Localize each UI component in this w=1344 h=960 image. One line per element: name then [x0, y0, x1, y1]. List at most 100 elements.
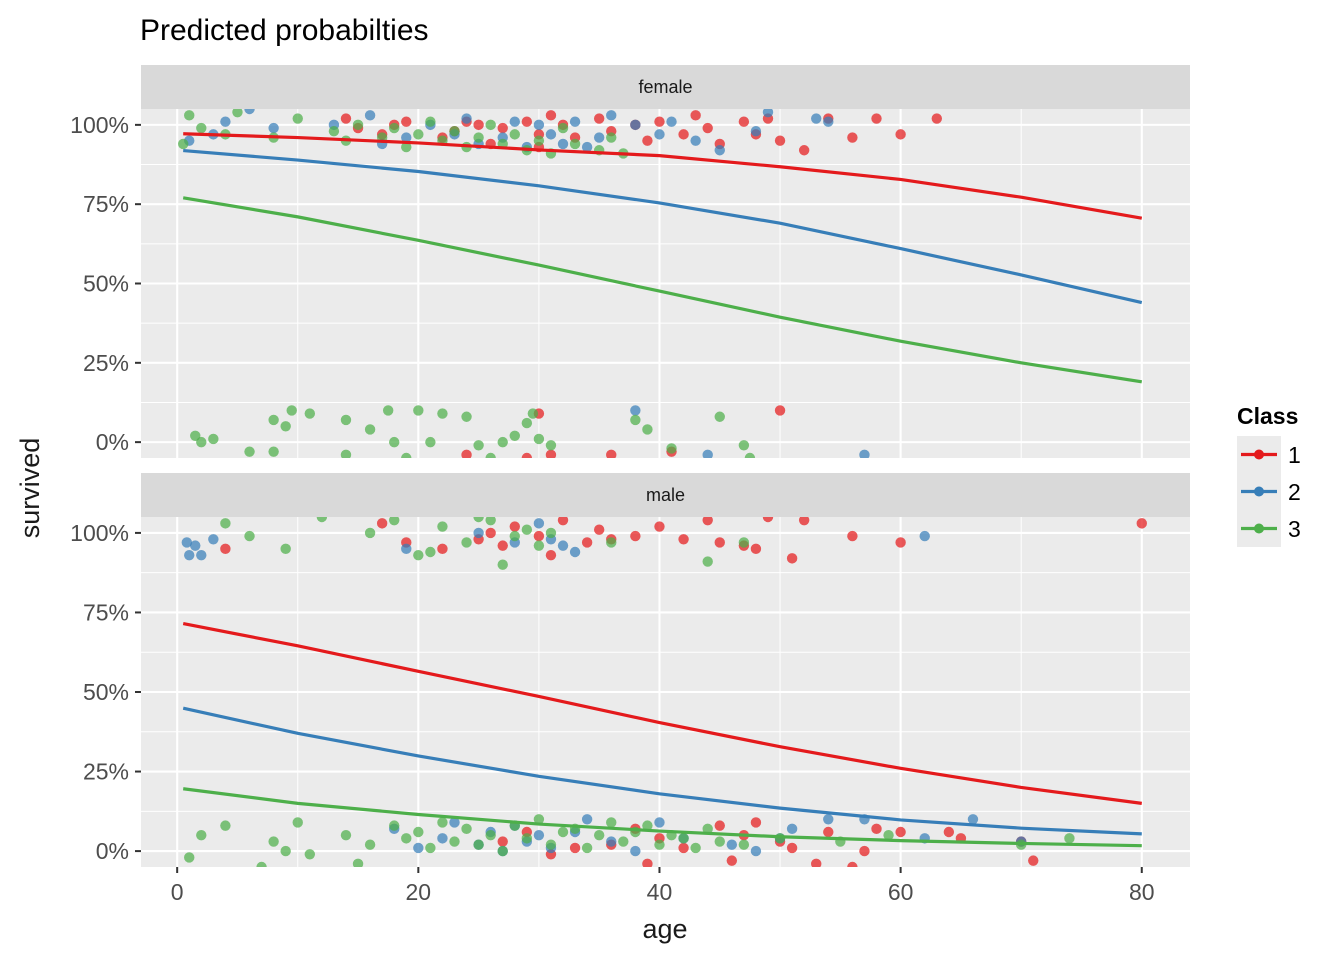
data-point — [533, 530, 545, 542]
data-point — [714, 411, 725, 422]
chart-title: Predicted probabilties — [140, 14, 429, 47]
data-point — [232, 109, 243, 118]
x-tick-label: 40 — [647, 879, 673, 905]
data-point — [389, 820, 400, 831]
data-point — [497, 436, 508, 448]
x-tick-label: 0 — [171, 879, 184, 905]
facet-panels: female 0% 25% 50% 75% 100% male 0% 25% 50% 75% 100% — [70, 65, 1190, 867]
y-tick-label: 75% — [83, 191, 129, 217]
data-point — [630, 414, 641, 426]
data-point — [618, 836, 629, 847]
data-point — [196, 122, 207, 134]
data-point — [545, 440, 557, 451]
data-point — [196, 829, 207, 841]
data-point — [630, 119, 641, 131]
points-class-2 — [184, 109, 870, 458]
data-point — [220, 543, 231, 555]
data-point — [569, 116, 581, 127]
data-point — [1064, 833, 1075, 844]
data-point — [738, 839, 750, 850]
data-point — [786, 842, 798, 854]
data-point — [425, 842, 436, 854]
data-point — [244, 530, 255, 542]
data-point — [593, 829, 605, 841]
x-tick-label: 80 — [1129, 879, 1155, 905]
data-point — [401, 141, 412, 153]
data-point — [750, 543, 762, 555]
data-point — [437, 408, 448, 419]
data-point — [364, 527, 376, 539]
data-point — [606, 449, 617, 458]
data-point — [461, 411, 472, 422]
data-point — [425, 546, 436, 558]
data-point — [437, 833, 448, 844]
data-point — [220, 820, 231, 831]
y-tick-label: 100% — [70, 112, 129, 138]
data-point — [292, 113, 303, 124]
data-point — [533, 433, 545, 445]
data-point — [509, 129, 520, 140]
data-point — [328, 126, 340, 137]
data-point — [401, 452, 412, 458]
legend: Class 1 2 3 — [1237, 403, 1301, 547]
data-point — [473, 132, 484, 143]
data-point — [593, 524, 605, 535]
data-point — [268, 122, 279, 134]
data-point — [401, 833, 412, 844]
data-point — [268, 414, 279, 426]
data-point — [425, 116, 436, 127]
fit-line-class-3 — [182, 787, 1142, 848]
fit-line-class-1 — [183, 132, 1143, 220]
data-point — [654, 129, 665, 140]
legend-label: 2 — [1288, 479, 1301, 505]
data-point — [533, 829, 545, 841]
data-point — [449, 126, 460, 137]
data-point — [268, 446, 279, 457]
data-point — [449, 836, 460, 847]
fit-line-class-2 — [183, 148, 1143, 305]
data-point — [859, 449, 870, 458]
x-axis-title: age — [642, 914, 687, 944]
data-point — [244, 109, 255, 115]
data-point — [509, 430, 520, 441]
data-point — [382, 405, 394, 416]
data-point — [473, 517, 484, 523]
data-point — [642, 424, 653, 435]
data-point — [606, 537, 617, 548]
y-tick-label: 0% — [96, 429, 129, 455]
data-point — [606, 110, 617, 121]
facet-male: male 0% 25% 50% 75% 100% — [70, 473, 1190, 867]
data-point — [533, 540, 545, 551]
data-point — [871, 823, 882, 835]
x-axis: 0 20 40 60 80 — [171, 867, 1155, 905]
data-point — [642, 858, 653, 867]
data-point — [931, 113, 942, 124]
data-point — [485, 452, 496, 458]
data-point — [280, 543, 291, 555]
data-point — [208, 433, 219, 445]
data-point — [533, 518, 545, 529]
data-point — [895, 129, 906, 140]
panel-content — [178, 109, 1143, 458]
legend-key-point — [1254, 486, 1264, 497]
data-point — [750, 845, 762, 857]
data-point — [497, 836, 508, 847]
data-point — [181, 537, 193, 548]
data-point — [527, 408, 539, 419]
data-point — [485, 517, 496, 526]
data-point — [413, 129, 424, 140]
data-point — [943, 826, 955, 838]
data-point — [184, 110, 195, 121]
data-point — [461, 537, 472, 548]
data-point — [678, 833, 689, 844]
data-point — [895, 826, 906, 838]
data-point — [461, 823, 472, 835]
data-point — [823, 826, 834, 838]
data-point — [178, 138, 189, 150]
data-point — [798, 517, 810, 526]
data-point — [557, 540, 569, 551]
data-point — [286, 405, 297, 416]
y-tick-label: 50% — [83, 271, 129, 297]
facet-strip-label: male — [646, 485, 685, 505]
data-point — [364, 424, 376, 435]
